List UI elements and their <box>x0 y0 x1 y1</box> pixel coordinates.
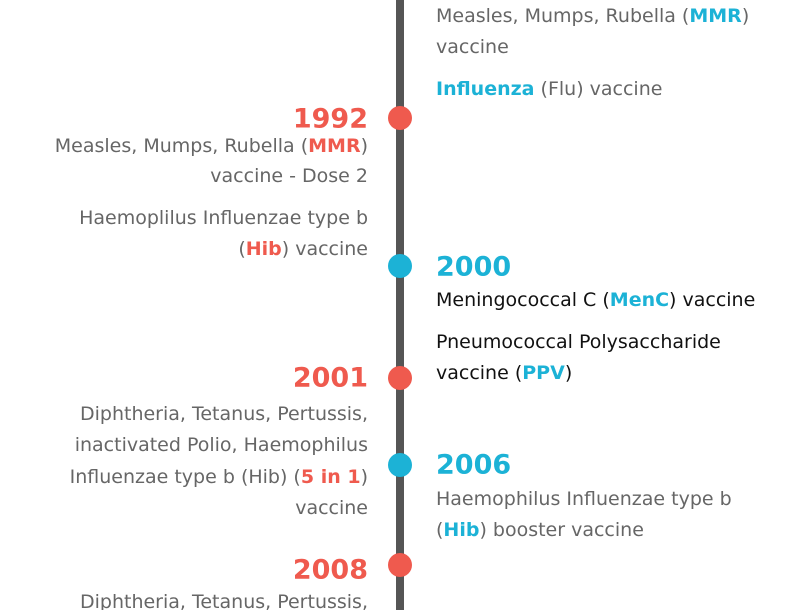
text-segment: Meningococcal C ( <box>436 289 610 311</box>
text-segment: vaccine <box>295 497 368 519</box>
vaccine-text: Influenza (Flu) vaccine <box>436 78 662 100</box>
text-segment: Influenzae type b (Hib) ( <box>70 466 301 488</box>
vaccine-abbrev: 5 in 1 <box>301 466 361 488</box>
vaccine-text: vaccine <box>295 497 368 519</box>
text-segment: Measles, Mumps, Rubella ( <box>55 135 308 157</box>
text-segment: Haemoplilus Influenzae type b <box>79 207 368 229</box>
vaccine-text: Pneumococcal Polysaccharide <box>436 331 721 353</box>
text-segment: ) <box>361 135 368 157</box>
vaccine-text: Measles, Mumps, Rubella (MMR) <box>436 5 749 27</box>
vaccine-text: Influenzae type b (Hib) (5 in 1) <box>70 466 368 488</box>
text-segment: ) booster vaccine <box>479 519 643 541</box>
timeline-dot <box>388 254 412 278</box>
timeline-dot <box>388 553 412 577</box>
vaccine-text: Haemophilus Influenzae type b <box>436 488 732 510</box>
vaccine-text: Diphtheria, Tetanus, Pertussis, <box>80 403 368 425</box>
year-label: 2008 <box>293 555 368 586</box>
year-label: 2001 <box>293 363 368 394</box>
vaccine-abbrev: MMR <box>689 5 742 27</box>
vaccine-abbrev: Hib <box>246 238 282 260</box>
text-segment: ) <box>361 466 368 488</box>
text-segment: ) <box>565 362 572 384</box>
text-segment: Pneumococcal Polysaccharide <box>436 331 721 353</box>
vaccine-text: vaccine (PPV) <box>436 362 572 384</box>
text-segment: (Flu) vaccine <box>535 78 663 100</box>
vaccine-text: Diphtheria, Tetanus, Pertussis, <box>80 591 368 610</box>
text-segment: ) vaccine <box>669 289 755 311</box>
text-segment: ( <box>436 519 443 541</box>
timeline-dot <box>388 453 412 477</box>
vaccine-abbrev: MenC <box>610 289 669 311</box>
text-segment: ) vaccine <box>282 238 368 260</box>
timeline-axis <box>396 0 404 610</box>
vaccine-text: Haemoplilus Influenzae type b <box>79 207 368 229</box>
text-segment: ( <box>238 238 245 260</box>
vaccine-abbrev: PPV <box>522 362 565 384</box>
text-segment: vaccine - Dose 2 <box>210 165 368 187</box>
year-label: 1992 <box>293 104 368 135</box>
text-segment: Diphtheria, Tetanus, Pertussis, <box>80 591 368 610</box>
year-label: 2006 <box>436 450 511 481</box>
vaccine-text: vaccine - Dose 2 <box>210 165 368 187</box>
vaccine-text: Measles, Mumps, Rubella (MMR) <box>55 135 368 157</box>
vaccine-text: (Hib) vaccine <box>238 238 368 260</box>
text-segment: vaccine <box>436 36 509 58</box>
timeline-dot <box>388 106 412 130</box>
text-segment: Diphtheria, Tetanus, Pertussis, <box>80 403 368 425</box>
text-segment: ) <box>742 5 749 27</box>
timeline-dot <box>388 366 412 390</box>
text-segment: inactivated Polio, Haemophilus <box>75 434 368 456</box>
vaccine-abbrev: Influenza <box>436 78 535 100</box>
vaccine-text: (Hib) booster vaccine <box>436 519 644 541</box>
year-label: 2000 <box>436 252 511 283</box>
vaccine-text: Meningococcal C (MenC) vaccine <box>436 289 755 311</box>
vaccine-text: inactivated Polio, Haemophilus <box>75 434 368 456</box>
vaccine-text: vaccine <box>436 36 509 58</box>
text-segment: vaccine ( <box>436 362 522 384</box>
text-segment: Measles, Mumps, Rubella ( <box>436 5 689 27</box>
vaccine-abbrev: MMR <box>308 135 361 157</box>
vaccine-abbrev: Hib <box>443 519 479 541</box>
text-segment: Haemophilus Influenzae type b <box>436 488 732 510</box>
